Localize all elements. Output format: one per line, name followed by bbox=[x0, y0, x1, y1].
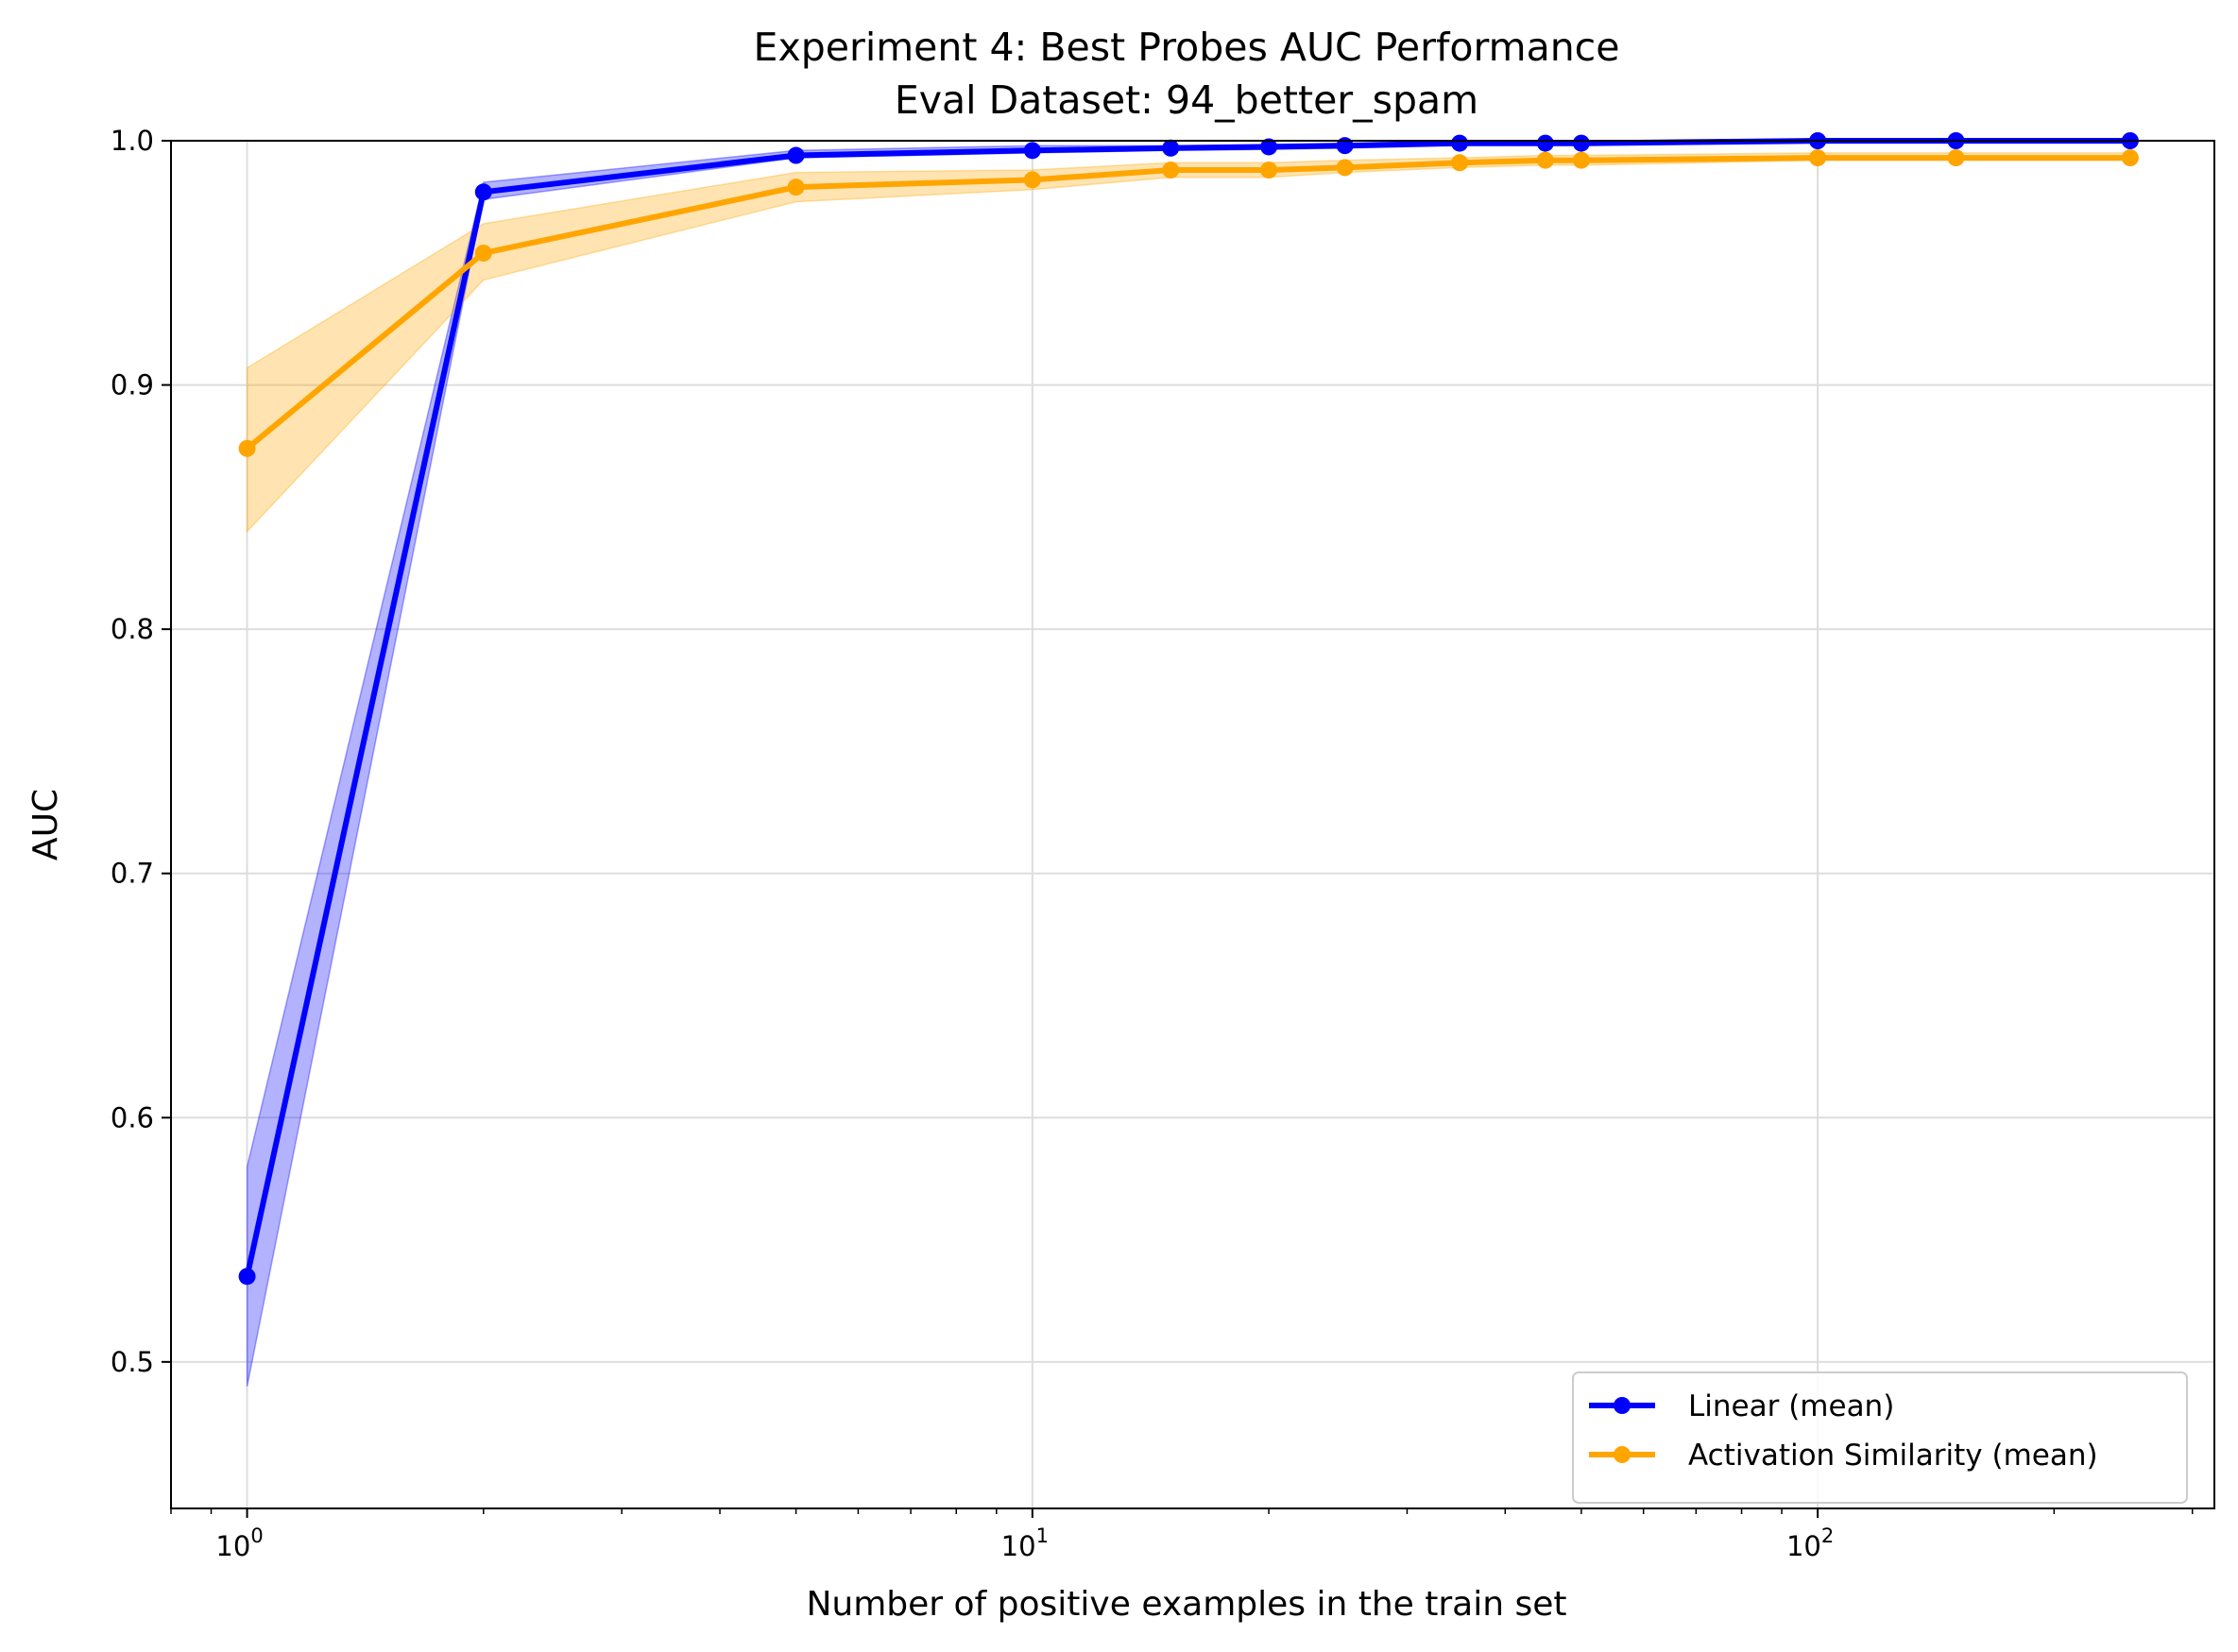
y-tick-label: 0.8 bbox=[111, 613, 154, 645]
activation-similarity-mean-point bbox=[238, 439, 256, 457]
axis-ticks: 0.5 0.6 0.7 0.8 0.9 1.0 100 101 102 bbox=[111, 125, 2194, 1562]
plot-frame bbox=[170, 140, 2215, 1509]
activation-similarity-mean-point bbox=[1947, 149, 1965, 167]
activation-similarity-mean-point bbox=[1023, 171, 1041, 189]
activation-similarity-mean-point bbox=[1260, 162, 1278, 179]
activation-similarity-mean-line bbox=[245, 155, 2130, 451]
linear-mean-point bbox=[1336, 137, 1354, 155]
linear-mean-point bbox=[1260, 138, 1278, 156]
linear-mean-point bbox=[787, 146, 805, 164]
linear-mean-point bbox=[1451, 134, 1469, 152]
linear-mean-point bbox=[1023, 142, 1041, 160]
activation-similarity-mean-point bbox=[1336, 159, 1354, 177]
activation-similarity-mean-point bbox=[474, 244, 492, 262]
activation-similarity-mean-point bbox=[1162, 162, 1180, 179]
y-tick-label: 1.0 bbox=[111, 125, 154, 157]
activation-similarity-mean-point bbox=[1572, 151, 1590, 169]
legend-activation-similarity-label: Activation Similarity (mean) bbox=[1688, 1439, 2098, 1473]
series-points bbox=[238, 132, 2139, 1286]
linear-mean-band bbox=[246, 140, 2131, 1387]
linear-mean-point bbox=[474, 183, 492, 201]
series-lines bbox=[244, 138, 2130, 1278]
chart-subtitle: Eval Dataset: 94_better_spam bbox=[895, 77, 1478, 123]
activation-similarity-mean-point bbox=[1536, 151, 1554, 169]
y-tick-label: 0.9 bbox=[111, 369, 154, 401]
activation-similarity-mean-point bbox=[1809, 149, 1827, 167]
legend-linear-label: Linear (mean) bbox=[1688, 1389, 1894, 1423]
y-axis-label: AUC bbox=[26, 789, 65, 860]
legend-linear-marker bbox=[1614, 1397, 1631, 1414]
x-tick-label: 100 bbox=[215, 1524, 263, 1562]
linear-mean-point bbox=[1536, 134, 1554, 152]
legend: Linear (mean) Activation Similarity (mea… bbox=[1572, 1371, 2188, 1504]
linear-mean-line bbox=[244, 138, 2130, 1278]
y-tick-label: 0.6 bbox=[111, 1101, 154, 1133]
chart-title: Experiment 4: Best Probes AUC Performanc… bbox=[754, 25, 1620, 70]
x-tick-label: 102 bbox=[1786, 1524, 1834, 1562]
activation-similarity-mean-point bbox=[2121, 149, 2139, 167]
activation-similarity-mean-band bbox=[246, 152, 2131, 534]
linear-mean-point bbox=[1162, 139, 1180, 157]
linear-mean-point bbox=[238, 1268, 256, 1286]
y-tick-label: 0.5 bbox=[111, 1346, 154, 1378]
y-tick-label: 0.7 bbox=[111, 858, 154, 890]
activation-similarity-mean-point bbox=[787, 179, 805, 196]
legend-box bbox=[1572, 1371, 2188, 1504]
x-tick-label: 101 bbox=[1001, 1524, 1049, 1562]
linear-mean-point bbox=[1572, 134, 1590, 152]
confidence-bands bbox=[246, 140, 2131, 1387]
grid bbox=[171, 140, 2214, 1508]
legend-activation-similarity-marker bbox=[1614, 1446, 1631, 1463]
x-axis-label: Number of positive examples in the train… bbox=[806, 1585, 1566, 1624]
activation-similarity-mean-point bbox=[1451, 154, 1469, 172]
